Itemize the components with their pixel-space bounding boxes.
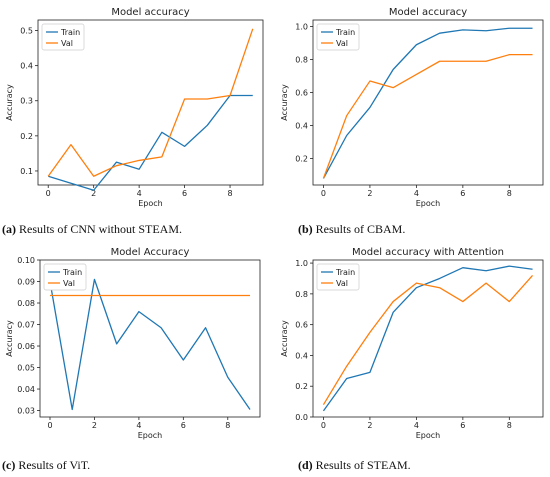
caption-a-text: Results of CNN without STEAM. <box>16 222 183 236</box>
chart-a-ytick-label: 0.2 <box>20 132 33 141</box>
chart-d-ytick-label: 0.0 <box>295 413 308 422</box>
chart-c-xtick-label: 2 <box>92 421 97 430</box>
chart-b-ytick-label: 0.6 <box>295 89 308 98</box>
chart-a-xtick-label: 0 <box>46 189 51 198</box>
chart-d-legend-val-label: Val <box>336 279 348 288</box>
chart-c-series-train-line <box>49 278 251 411</box>
chart-b: Model accuracy 0 2 4 6 8 0.2 0.4 0.6 0.8 1.0 Epoch A… <box>275 0 550 215</box>
chart-d-ytick-label: 0.6 <box>295 321 308 330</box>
caption-c-text: Results of ViT. <box>15 458 91 472</box>
chart-b-series-train-line <box>322 27 533 179</box>
chart-d-xtick-label: 0 <box>321 421 326 430</box>
chart-d-xtick-label: 4 <box>414 421 419 430</box>
chart-d-xtick-label: 8 <box>507 421 512 430</box>
chart-c-xlabel: Epoch <box>138 431 163 440</box>
chart-d-series-val-line <box>322 274 534 406</box>
chart-c-ytick-label: 0.08 <box>17 299 35 308</box>
chart-a-series-val-line <box>47 28 254 177</box>
chart-c-ytick-label: 0.09 <box>17 278 35 287</box>
chart-a-xtick-label: 2 <box>91 189 96 198</box>
caption-c: (c) Results of ViT. <box>2 458 90 473</box>
chart-d-ytick-label: 1.0 <box>295 259 308 268</box>
chart-a: Model accuracy 0 2 4 6 8 0.1 0.2 0.3 0.4 0.5 Epoch A… <box>0 0 275 215</box>
chart-b-svg: Model accuracy 0 2 4 6 8 0.2 0.4 0.6 0.8 1.0 Epoch A… <box>280 7 544 208</box>
caption-d-letter: (d) <box>298 458 313 472</box>
chart-a-svg: Model accuracy 0 2 4 6 8 0.1 0.2 0.3 0.4 0.5 Epoch A… <box>5 7 264 208</box>
chart-b-legend: Train Val <box>316 23 360 51</box>
chart-d-title: Model accuracy with Attention <box>352 247 504 258</box>
chart-a-ytick-label: 0.5 <box>20 27 33 36</box>
chart-a-series-train-line <box>48 94 253 191</box>
chart-d-xlabel: Epoch <box>416 431 441 440</box>
chart-c-svg: Model Accuracy 0 2 4 6 8 0.03 0.04 0.05 0.06 0.07 0… <box>5 247 261 440</box>
chart-c-ytick-label: 0.03 <box>17 407 35 416</box>
chart-b-ytick-label: 0.4 <box>295 122 308 131</box>
caption-c-letter: (c) <box>2 458 16 472</box>
chart-b-frame <box>312 19 544 186</box>
chart-d-ytick-label: 0.2 <box>295 382 308 391</box>
chart-a-ytick-label: 0.1 <box>20 167 33 176</box>
chart-b-xtick-label: 8 <box>507 189 512 198</box>
chart-c-xtick-label: 6 <box>181 421 186 430</box>
chart-b-ylabel: Accuracy <box>280 84 289 121</box>
caption-b-text: Results of CBAM. <box>312 222 406 236</box>
chart-c-xtick-label: 4 <box>136 421 141 430</box>
chart-b-xlabel: Epoch <box>416 199 441 208</box>
chart-d: Model accuracy with Attention 0 2 4 6 8 0.0 0.2… <box>275 245 550 450</box>
chart-a-xtick-label: 4 <box>137 189 142 198</box>
caption-d: (d) Results of STEAM. <box>298 458 411 473</box>
chart-b-xtick-label: 6 <box>460 189 465 198</box>
chart-a-xtick-label: 8 <box>227 189 232 198</box>
chart-d-ylabel: Accuracy <box>280 320 289 357</box>
chart-d-legend-train-label: Train <box>335 268 355 277</box>
chart-c: Model Accuracy 0 2 4 6 8 0.03 0.04 0.05 0.06 0.07 0… <box>0 245 275 450</box>
chart-b-xtick-label: 0 <box>321 189 326 198</box>
chart-c-legend-val-label: Val <box>63 279 75 288</box>
chart-c-ylabel: Accuracy <box>5 320 14 357</box>
chart-b-legend-val-label: Val <box>336 39 348 48</box>
chart-c-xtick-label: 8 <box>225 421 230 430</box>
chart-a-xlabel: Epoch <box>138 199 163 208</box>
chart-d-frame <box>312 259 544 418</box>
chart-c-xtick-label: 0 <box>47 421 52 430</box>
chart-a-legend-train-label: Train <box>60 28 80 37</box>
chart-a-frame <box>37 19 264 186</box>
caption-a-letter: (a) <box>2 222 16 236</box>
chart-c-ytick-label: 0.06 <box>17 342 35 351</box>
chart-a-title: Model accuracy <box>111 7 189 18</box>
caption-b: (b) Results of CBAM. <box>298 222 405 237</box>
caption-b-letter: (b) <box>298 222 313 236</box>
chart-a-xtick-label: 6 <box>182 189 187 198</box>
chart-a-ylabel: Accuracy <box>5 84 14 121</box>
chart-c-legend: Train Val <box>43 263 87 291</box>
chart-d-svg: Model accuracy with Attention 0 2 4 6 8 0.0 0.2… <box>280 247 544 440</box>
caption-a: (a) Results of CNN without STEAM. <box>2 222 182 237</box>
chart-c-frame <box>39 259 261 418</box>
chart-c-ytick-label: 0.05 <box>17 364 35 373</box>
chart-c-ytick-label: 0.04 <box>17 385 35 394</box>
chart-c-legend-train-label: Train <box>62 268 82 277</box>
chart-b-xtick-label: 2 <box>367 189 372 198</box>
chart-d-legend: Train Val <box>316 263 360 291</box>
chart-d-ytick-label: 0.4 <box>295 351 308 360</box>
chart-d-xtick-label: 2 <box>367 421 372 430</box>
chart-d-xtick-label: 6 <box>460 421 465 430</box>
chart-c-ytick-label: 0.10 <box>17 256 35 265</box>
chart-d-series-train-line <box>322 265 533 412</box>
chart-b-ytick-label: 1.0 <box>295 23 308 32</box>
chart-c-title: Model Accuracy <box>111 247 190 258</box>
chart-b-series-val-line <box>322 54 533 179</box>
chart-b-ytick-label: 0.8 <box>295 56 308 65</box>
chart-a-legend-val-label: Val <box>61 39 73 48</box>
chart-a-ytick-label: 0.4 <box>20 62 33 71</box>
chart-b-ytick-label: 0.2 <box>295 155 308 164</box>
caption-d-text: Results of STEAM. <box>312 458 411 472</box>
chart-b-title: Model accuracy <box>389 7 467 18</box>
chart-a-legend: Train Val <box>41 23 85 51</box>
chart-c-ytick-label: 0.07 <box>17 321 35 330</box>
chart-b-legend-train-label: Train <box>335 28 355 37</box>
chart-d-ytick-label: 0.8 <box>295 290 308 299</box>
chart-b-xtick-label: 4 <box>414 189 419 198</box>
chart-a-ytick-label: 0.3 <box>20 97 33 106</box>
